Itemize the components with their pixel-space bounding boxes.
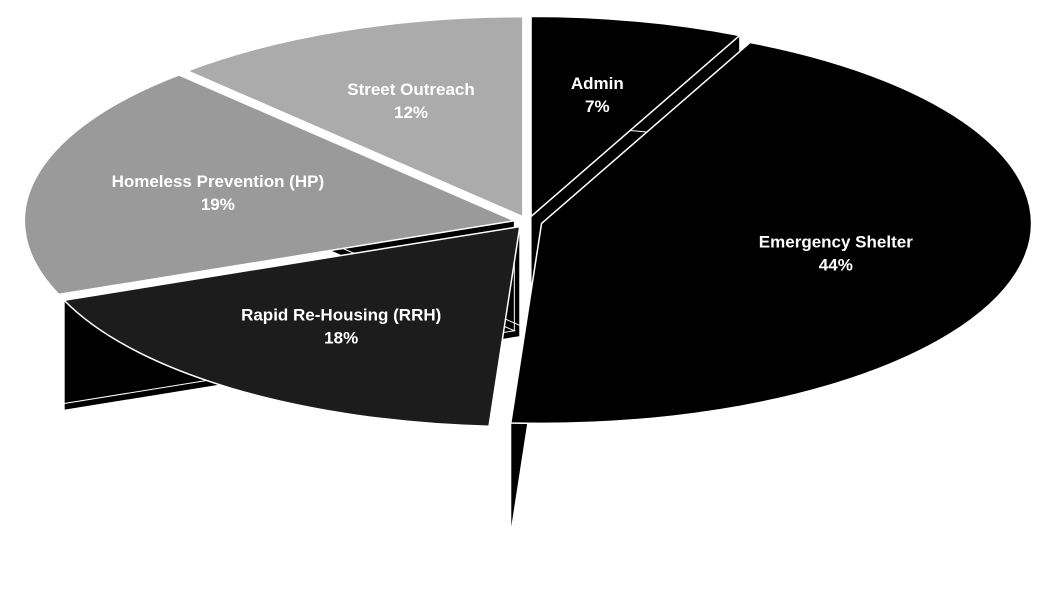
- tops: [23, 15, 1033, 427]
- slice-value-label: 44%: [819, 256, 853, 275]
- slice-label: Homeless Prevention (HP): [112, 172, 325, 191]
- slice-label: Emergency Shelter: [759, 233, 913, 252]
- slice-value-label: 18%: [324, 328, 358, 347]
- slice: [530, 15, 742, 219]
- slice-label: Rapid Re-Housing (RRH): [241, 305, 441, 324]
- slice: [62, 225, 521, 427]
- slice-value-label: 12%: [394, 103, 428, 122]
- slice-value-label: 7%: [585, 97, 610, 116]
- slice: [185, 15, 524, 218]
- slice-label: Street Outreach: [347, 80, 475, 99]
- slice: [509, 41, 1033, 425]
- slice-label: Admin: [571, 74, 624, 93]
- slice-value-label: 19%: [201, 195, 235, 214]
- slice: [23, 74, 517, 296]
